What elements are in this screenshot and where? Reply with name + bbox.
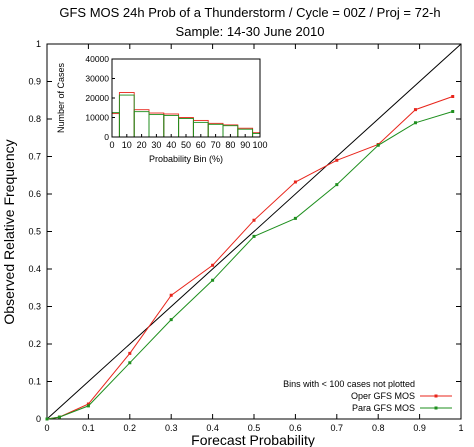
data-point-para bbox=[335, 183, 339, 187]
y-tick-label: 0.2 bbox=[28, 339, 41, 349]
x-tick-label: 0.9 bbox=[413, 423, 426, 433]
x-tick-label: 0.1 bbox=[82, 423, 95, 433]
y-tick-label: 0.1 bbox=[28, 377, 41, 387]
legend-marker-oper bbox=[434, 394, 438, 398]
data-point-oper bbox=[335, 158, 339, 162]
legend-note: Bins with < 100 cases not plotted bbox=[283, 379, 415, 389]
legend-label-oper: Oper GFS MOS bbox=[351, 391, 415, 401]
data-point-para bbox=[45, 417, 49, 421]
y-tick-label: 0.6 bbox=[28, 189, 41, 199]
y-tick-label: 0.9 bbox=[28, 77, 41, 87]
perfect-reliability-line bbox=[46, 43, 462, 420]
x-tick-label: 0.7 bbox=[331, 423, 344, 433]
inset-x-tick-label: 0 bbox=[109, 140, 114, 150]
inset-x-tick-label: 30 bbox=[151, 140, 161, 150]
inset-y-tick-label: 40000 bbox=[85, 54, 109, 64]
data-point-oper bbox=[86, 402, 90, 406]
data-point-oper bbox=[128, 351, 132, 355]
inset-y-tick-label: 10000 bbox=[85, 113, 109, 123]
chart-title-line1: GFS MOS 24h Prob of a Thunderstorm / Cyc… bbox=[59, 5, 440, 20]
legend: Bins with < 100 cases not plotted Oper G… bbox=[283, 379, 452, 413]
data-point-para bbox=[376, 143, 380, 147]
inset-x-tick-label: 40 bbox=[166, 140, 176, 150]
data-point-oper bbox=[413, 108, 417, 112]
data-point-para bbox=[57, 415, 61, 419]
inset-histogram: 0 10 20 30 40 50 60 70 80 90 100 0 10000 20000 30000 40… bbox=[56, 54, 268, 164]
inset-ticks: 0 10 20 30 40 50 60 70 80 90 100 0 10000 20000 30000 40… bbox=[85, 54, 267, 150]
data-point-para bbox=[413, 121, 417, 125]
y-axis-label: Observed Relative Frequency bbox=[1, 139, 17, 324]
x-tick-label: 0.8 bbox=[372, 423, 385, 433]
x-tick-label: 0.6 bbox=[289, 423, 302, 433]
data-point-oper bbox=[169, 293, 173, 297]
main-ticks: 0 0.1 0.2 0.3 0.4 0.5 0.6 0.7 0.8 0.9 100.10.20.30… bbox=[28, 39, 463, 433]
inset-x-tick-label: 100 bbox=[252, 140, 267, 150]
y-tick-label: 1 bbox=[36, 39, 41, 49]
data-point-oper bbox=[451, 95, 455, 98]
y-tick-label: 0.7 bbox=[28, 152, 41, 162]
y-tick-label: 0.8 bbox=[28, 114, 41, 124]
legend-label-para: Para GFS MOS bbox=[352, 403, 415, 413]
inset-x-tick-label: 10 bbox=[122, 140, 132, 150]
data-point-oper bbox=[293, 180, 297, 184]
x-tick-label: 0.3 bbox=[165, 423, 178, 433]
x-tick-label: 1 bbox=[458, 423, 463, 433]
y-tick-label: 0.4 bbox=[28, 264, 41, 274]
x-tick-label: 0 bbox=[44, 423, 49, 433]
chart-title-line2: Sample: 14-30 June 2010 bbox=[176, 24, 325, 39]
y-tick-label: 0.5 bbox=[28, 227, 41, 237]
data-point-para bbox=[211, 278, 215, 282]
x-tick-label: 0.2 bbox=[124, 423, 137, 433]
series-line-oper bbox=[46, 96, 453, 420]
inset-x-tick-label: 70 bbox=[211, 140, 221, 150]
data-point-para bbox=[128, 361, 132, 365]
inset-x-tick-label: 20 bbox=[137, 140, 147, 150]
inset-x-tick-label: 60 bbox=[196, 140, 206, 150]
inset-y-tick-label: 20000 bbox=[85, 93, 109, 103]
x-axis-label: Forecast Probability bbox=[191, 432, 315, 447]
data-point-para bbox=[451, 110, 455, 113]
inset-x-tick-label: 90 bbox=[240, 140, 250, 150]
inset-background bbox=[112, 59, 260, 137]
data-point-para bbox=[169, 318, 173, 322]
inset-x-tick-label: 80 bbox=[225, 140, 235, 150]
x-tick-label: 0.4 bbox=[206, 423, 219, 433]
y-tick-label: 0.3 bbox=[28, 302, 41, 312]
main-plot: 0 0.1 0.2 0.3 0.4 0.5 0.6 0.7 0.8 0.9 100.10.20.30… bbox=[1, 39, 464, 447]
x-tick-label: 0.5 bbox=[248, 423, 261, 433]
data-point-para bbox=[293, 216, 297, 220]
data-point-oper bbox=[211, 263, 215, 267]
data-point-para bbox=[252, 234, 256, 238]
data-point-para bbox=[86, 404, 90, 408]
inset-y-axis-label: Number of Cases bbox=[56, 62, 66, 133]
data-point-oper bbox=[252, 218, 256, 222]
inset-x-axis-label: Probability Bin (%) bbox=[149, 154, 223, 164]
inset-x-tick-label: 50 bbox=[181, 140, 191, 150]
y-tick-label: 0 bbox=[36, 414, 41, 424]
legend-marker-para bbox=[434, 406, 438, 410]
series-line-para bbox=[46, 111, 453, 420]
main-series bbox=[45, 95, 455, 421]
inset-y-tick-label: 0 bbox=[104, 132, 109, 142]
inset-y-tick-label: 30000 bbox=[85, 74, 109, 84]
